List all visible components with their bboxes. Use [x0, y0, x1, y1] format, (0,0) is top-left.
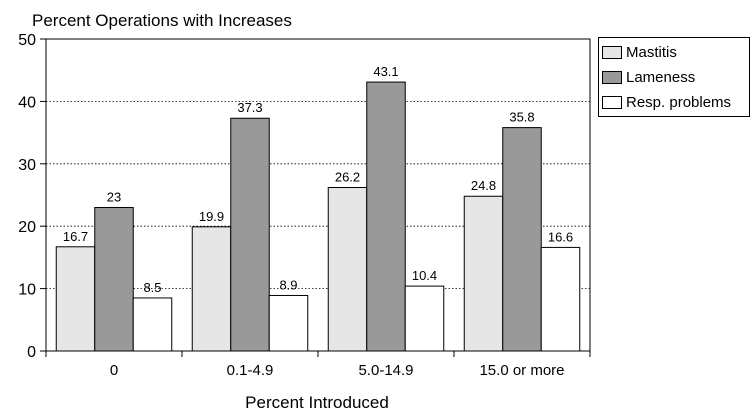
axes-group: 0 10 20 30 40 50 0 0.1-4.9 5.0-14.9 15.0 or more [18, 32, 591, 379]
data-label: 10.4 [412, 268, 437, 283]
bar-resp-problems [540, 246, 581, 352]
x-tick-label: 5.0-14.9 [358, 362, 413, 379]
legend-label-resp-problems: Resp. problems [626, 94, 732, 111]
data-label: 37.3 [237, 100, 262, 115]
bar-lameness [502, 127, 542, 352]
legend-label-mastitis: Mastitis [626, 44, 677, 61]
x-axis-title: Percent Introduced [245, 393, 389, 412]
data-label: 16.7 [63, 229, 88, 244]
data-label: 35.8 [509, 110, 534, 125]
bar-mastitis [55, 246, 96, 352]
y-tick-label: 40 [18, 94, 36, 111]
x-tick-label: 0 [110, 362, 118, 379]
legend-label-lameness: Lameness [626, 69, 696, 86]
legend-swatch-resp-problems [602, 96, 622, 109]
y-tick-label: 30 [18, 157, 36, 174]
data-label: 8.9 [279, 277, 297, 292]
bars-group [55, 81, 581, 352]
legend-item-lameness: Lameness [599, 65, 749, 90]
legend-swatch-lameness [602, 71, 622, 84]
bar-resp-problems [404, 285, 445, 352]
bar-mastitis [327, 187, 368, 352]
y-tick-label: 0 [27, 344, 36, 361]
legend: Mastitis Lameness Resp. problems [598, 37, 750, 117]
y-tick-label: 10 [18, 282, 36, 299]
bar-resp-problems [268, 294, 309, 352]
legend-item-resp-problems: Resp. problems [599, 90, 749, 115]
bar-lameness [230, 117, 270, 352]
bar-resp-problems [132, 297, 173, 352]
bar-mastitis [191, 226, 232, 352]
data-label: 23 [107, 189, 121, 204]
chart-title: Percent Operations with Increases [32, 11, 292, 30]
bar-lameness [366, 81, 406, 352]
bar-mastitis [463, 195, 504, 352]
x-tick-label: 15.0 or more [479, 362, 564, 379]
y-tick-label: 20 [18, 219, 36, 236]
bar-lameness [94, 206, 134, 352]
data-label: 19.9 [199, 209, 224, 224]
data-label: 24.8 [471, 178, 496, 193]
data-label: 8.5 [143, 280, 161, 295]
legend-item-mastitis: Mastitis [599, 40, 749, 65]
legend-swatch-mastitis [602, 46, 622, 59]
data-labels-group: 16.7 19.9 26.2 24.8 23 37.3 43.1 35.8 8.5 8.9 10.4… [63, 64, 573, 295]
data-label: 16.6 [548, 229, 573, 244]
data-label: 43.1 [373, 64, 398, 79]
x-tick-label: 0.1-4.9 [227, 362, 274, 379]
y-tick-label: 50 [18, 32, 36, 49]
data-label: 26.2 [335, 170, 360, 185]
